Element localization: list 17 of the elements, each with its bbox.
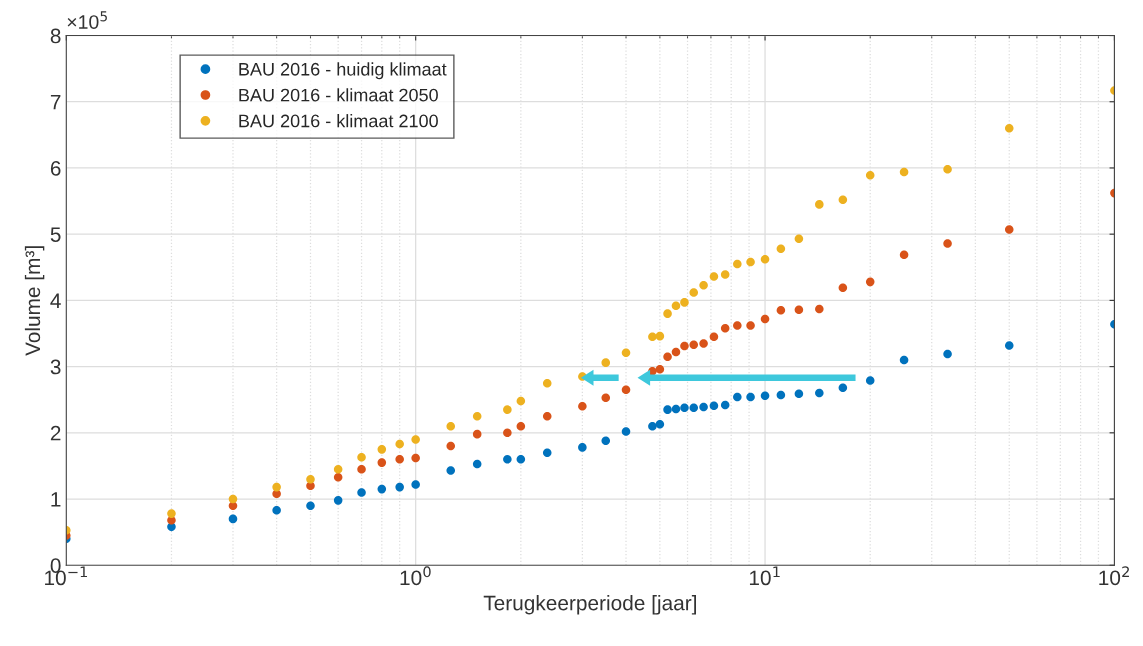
y-tick-label: 4 (50, 293, 61, 308)
y-tick-label: 2 (50, 425, 61, 441)
x-axis-title: Terugkeerperiode [jaar] (483, 595, 696, 615)
text: ×10$^{5}$ (67, 11, 107, 29)
y-tick-label: 3 (50, 359, 61, 375)
y-tick-label: 6 (50, 160, 61, 176)
x-tick-label: 10$^{2}$ (1099, 566, 1129, 586)
y-axis-title: Volume [m³] (24, 246, 45, 356)
y-tick-label: 7 (50, 94, 61, 110)
x-tick-label: 10$^{0}$ (400, 566, 431, 586)
legend-label: BAU 2016 - klimaat 2100 (239, 114, 438, 128)
y-tick-label: 1 (51, 492, 61, 507)
y-tick-label: 8 (50, 28, 61, 44)
legend-label: BAU 2016 - klimaat 2050 (239, 88, 438, 102)
x-tick-label: 10$^{1}$ (749, 566, 780, 586)
y-tick-label: 5 (50, 227, 61, 242)
legend-label: BAU 2016 - huidig klimaat (239, 62, 447, 80)
